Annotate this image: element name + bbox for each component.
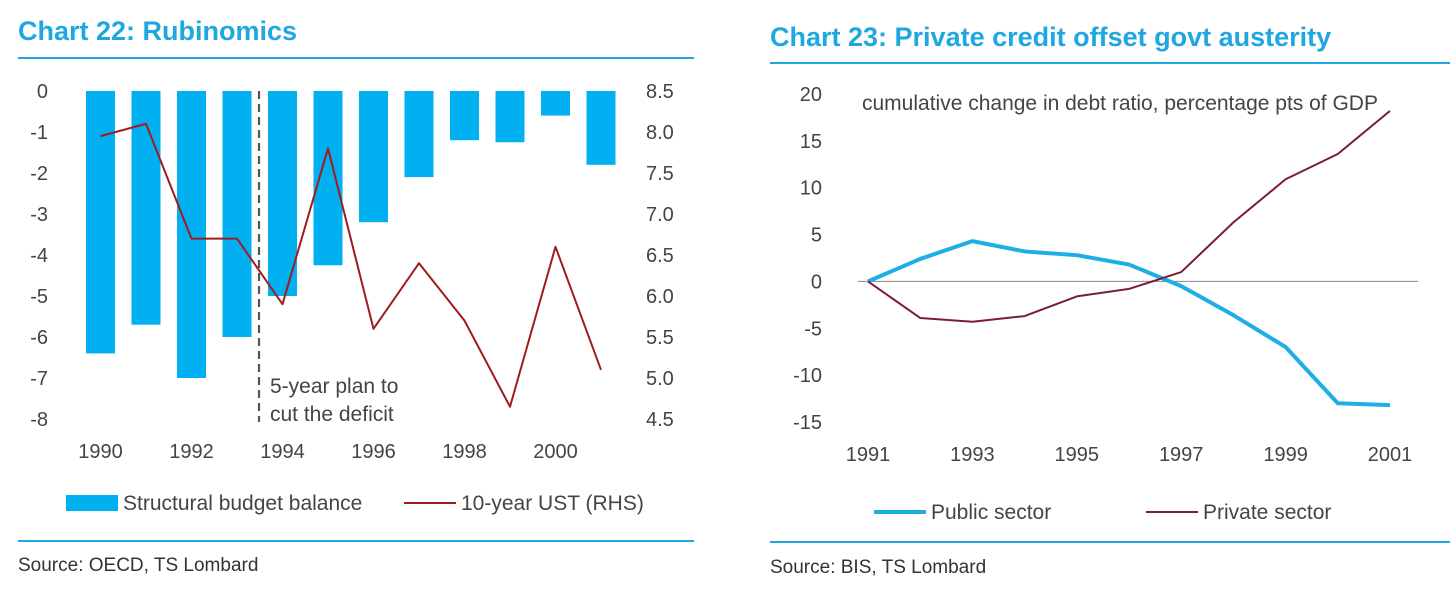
y-right-tick-label: 7.5	[646, 163, 674, 185]
y-axis-right: 8.5 8.0 7.5 7.0 6.5 6.0 5.5 5.0 4.5	[646, 81, 674, 431]
y-left-tick-label: -6	[30, 327, 48, 349]
x-tick-label: 1995	[1055, 444, 1100, 466]
legend-bar-label: Structural budget balance	[123, 492, 362, 515]
legend-public-label: Public sector	[931, 501, 1051, 524]
chart-23-panel: Chart 23: Private credit offset govt aus…	[728, 0, 1456, 600]
bar-2000	[541, 91, 570, 116]
legend-private-label: Private sector	[1203, 501, 1331, 524]
chart-22-panel: Chart 22: Rubinomics 0 -1 -2 -3 -4 -5 -6 -7 -8 8…	[18, 16, 694, 576]
y-left-tick-label: -3	[30, 204, 48, 226]
y-tick-label: 0	[811, 271, 822, 293]
x-tick-label: 1999	[1263, 444, 1308, 466]
y-right-tick-label: 5.5	[646, 327, 674, 349]
x-axis: 1991 1993 1995 1997 1999 2001	[846, 444, 1413, 466]
bar-1990	[86, 91, 115, 354]
chart-title: Chart 23: Private credit offset govt aus…	[770, 22, 1332, 52]
bar-1996	[359, 91, 388, 223]
source-text: Source: BIS, TS Lombard	[770, 557, 987, 578]
bar-1993	[222, 91, 252, 337]
y-tick-label: 5	[811, 225, 822, 247]
annotation-line-1: 5-year plan to	[270, 375, 398, 398]
y-right-tick-label: 5.0	[646, 368, 674, 390]
private-sector-line	[867, 110, 1391, 323]
public-sector-line	[867, 239, 1391, 408]
source-rule	[770, 541, 1450, 543]
y-right-tick-label: 4.5	[646, 409, 674, 431]
y-left-tick-label: 0	[37, 81, 48, 103]
x-tick-label: 1991	[846, 444, 891, 466]
chart-22-plot: 0 -1 -2 -3 -4 -5 -6 -7 -8 8.5 8.0 7.5 7.0 6.5 6.0 5.5 5…	[30, 81, 674, 515]
chart-subtitle: cumulative change in debt ratio, percent…	[862, 92, 1378, 115]
y-tick-label: 10	[800, 178, 822, 200]
y-axis: 20 15 10 5 0 -5 -10 -15	[793, 84, 822, 434]
y-left-tick-label: -4	[30, 245, 48, 267]
chart-23-plot: cumulative change in debt ratio, percent…	[793, 84, 1418, 524]
x-tick-label: 1990	[78, 441, 123, 463]
y-right-tick-label: 7.0	[646, 204, 674, 226]
bar-1995	[313, 91, 343, 266]
x-tick-label: 2000	[533, 441, 578, 463]
legend-bar-swatch	[66, 495, 118, 511]
y-tick-label: -10	[793, 365, 822, 387]
x-tick-label: 1993	[950, 444, 995, 466]
x-tick-label: 1998	[442, 441, 487, 463]
annotation-line-2: cut the deficit	[270, 403, 394, 426]
y-left-tick-label: -7	[30, 368, 48, 390]
legend-line-label: 10-year UST (RHS)	[461, 492, 644, 515]
bar-1999	[495, 91, 525, 143]
title-rule	[770, 62, 1450, 64]
y-tick-label: 15	[800, 131, 822, 153]
bar-1998	[450, 91, 479, 141]
y-right-tick-label: 8.0	[646, 122, 674, 144]
x-tick-label: 1997	[1159, 444, 1204, 466]
y-right-tick-label: 6.5	[646, 245, 674, 267]
x-tick-label: 1992	[169, 441, 214, 463]
y-right-tick-label: 6.0	[646, 286, 674, 308]
y-tick-label: 20	[800, 84, 822, 106]
y-right-tick-label: 8.5	[646, 81, 674, 103]
y-left-tick-label: -5	[30, 286, 48, 308]
bar-2001	[586, 91, 616, 165]
source-text: Source: OECD, TS Lombard	[18, 555, 259, 576]
bar-1991	[131, 91, 161, 325]
chart-title: Chart 22: Rubinomics	[18, 16, 298, 46]
source-rule	[18, 540, 694, 542]
bar-1997	[404, 91, 434, 178]
x-tick-label: 1994	[260, 441, 305, 463]
x-tick-label: 2001	[1368, 444, 1413, 466]
x-tick-label: 1996	[351, 441, 396, 463]
y-tick-label: -15	[793, 412, 822, 434]
y-tick-label: -5	[804, 318, 822, 340]
y-left-tick-label: -2	[30, 163, 48, 185]
bar-1994	[268, 91, 297, 296]
x-axis: 1990 1992 1994 1996 1998 2000	[78, 441, 578, 463]
ust-line-series	[100, 122, 602, 408]
bar-1992	[177, 91, 206, 378]
y-left-tick-label: -1	[30, 122, 48, 144]
y-axis-left: 0 -1 -2 -3 -4 -5 -6 -7 -8	[30, 81, 48, 431]
bar-series	[86, 91, 616, 378]
title-rule	[18, 57, 694, 59]
y-left-tick-label: -8	[30, 409, 48, 431]
